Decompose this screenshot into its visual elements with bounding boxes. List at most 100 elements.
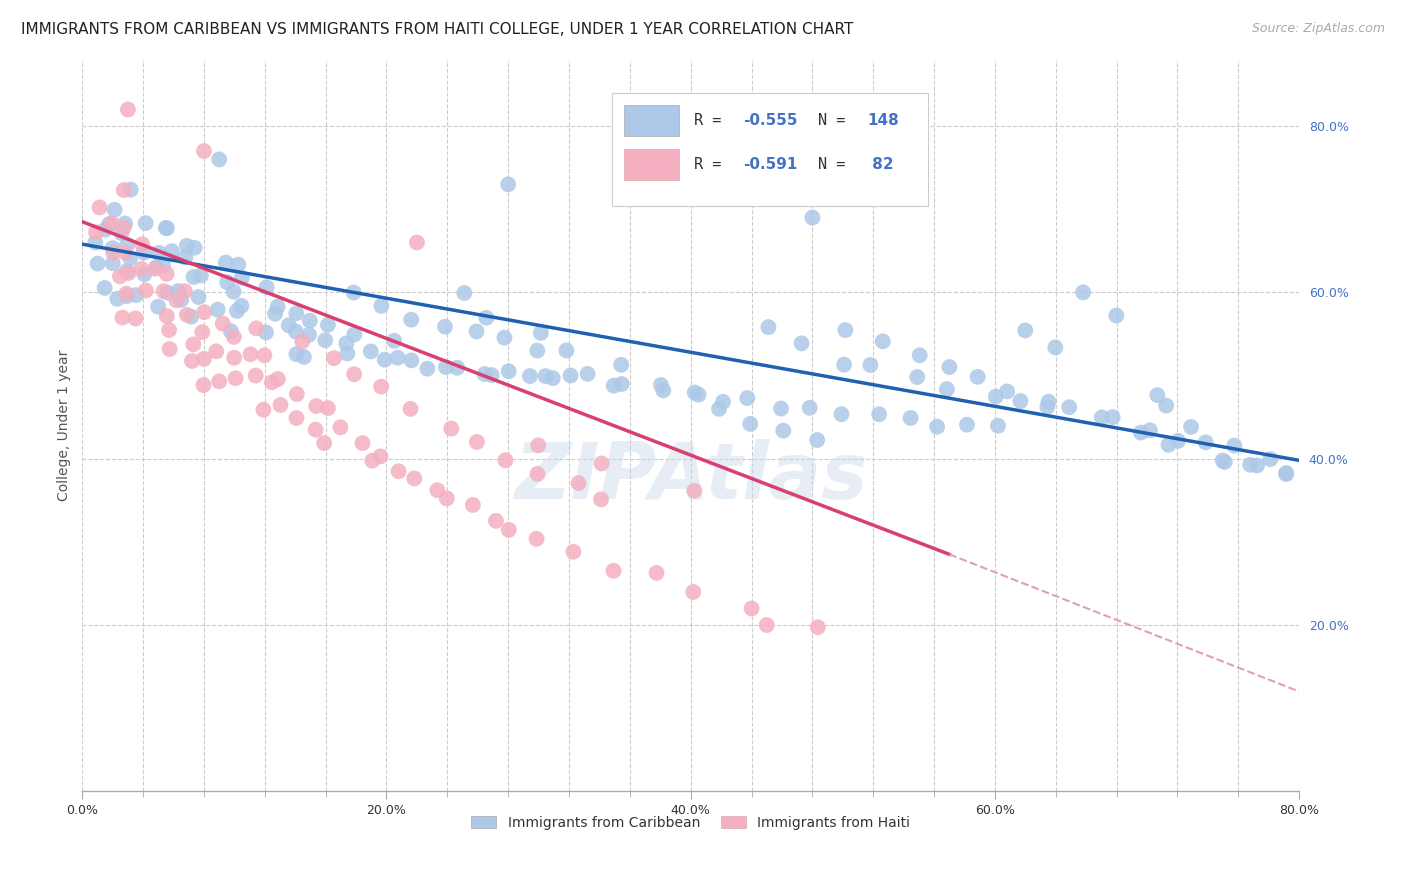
Point — [461, 498, 484, 512]
Point — [494, 331, 516, 345]
Point — [806, 433, 828, 447]
Point — [108, 269, 131, 284]
Point — [166, 293, 188, 308]
Point — [1038, 394, 1060, 409]
Point — [84, 225, 107, 239]
Point — [956, 417, 979, 432]
Point — [1223, 439, 1246, 453]
Point — [103, 202, 125, 217]
Point — [135, 216, 157, 230]
Point — [134, 268, 156, 282]
Point — [103, 245, 125, 260]
Point — [984, 390, 1007, 404]
Text: R =: R = — [695, 112, 731, 128]
Point — [84, 235, 107, 250]
Point — [374, 352, 396, 367]
Y-axis label: College, Under 1 year: College, Under 1 year — [58, 350, 72, 501]
Point — [711, 394, 734, 409]
Point — [737, 391, 759, 405]
Point — [304, 423, 326, 437]
Text: Source: ZipAtlas.com: Source: ZipAtlas.com — [1251, 22, 1385, 36]
Point — [1212, 453, 1234, 467]
Point — [453, 285, 475, 300]
Point — [1036, 400, 1059, 414]
Point — [145, 260, 167, 274]
Point — [1275, 466, 1298, 480]
Text: 82: 82 — [868, 157, 894, 172]
Point — [190, 268, 212, 283]
Point — [498, 364, 520, 378]
Point — [1139, 423, 1161, 437]
Point — [343, 327, 366, 342]
Point — [834, 323, 856, 337]
Point — [610, 376, 633, 391]
Point — [305, 399, 328, 413]
Point — [1154, 399, 1177, 413]
Point — [741, 601, 763, 615]
Text: ZIPAtlas: ZIPAtlas — [515, 439, 868, 515]
Point — [226, 258, 249, 272]
Point — [285, 306, 308, 320]
Point — [526, 467, 548, 481]
Point — [256, 280, 278, 294]
Point — [146, 300, 169, 314]
Point — [1180, 420, 1202, 434]
Point — [180, 310, 202, 324]
Point — [285, 387, 308, 401]
Point — [120, 251, 142, 265]
Point — [1246, 458, 1268, 473]
Point — [292, 350, 315, 364]
Point — [591, 457, 613, 471]
Point — [193, 305, 215, 319]
Point — [688, 387, 710, 401]
Point — [496, 178, 519, 192]
Text: 148: 148 — [868, 112, 898, 128]
Point — [416, 361, 439, 376]
Point — [269, 398, 291, 412]
Point — [900, 411, 922, 425]
Point — [1167, 434, 1189, 448]
Point — [159, 342, 181, 356]
Point — [436, 491, 458, 506]
Point — [530, 326, 553, 340]
Point — [1057, 401, 1080, 415]
Bar — [624, 105, 679, 136]
Point — [370, 450, 392, 464]
Point — [399, 312, 422, 326]
Point — [176, 308, 198, 322]
Point — [89, 201, 111, 215]
Point — [682, 585, 704, 599]
Point — [603, 378, 626, 392]
Point — [152, 284, 174, 298]
FancyBboxPatch shape — [612, 93, 928, 206]
Point — [264, 307, 287, 321]
Point — [226, 304, 249, 318]
Point — [652, 384, 675, 398]
Point — [115, 286, 138, 301]
Point — [474, 367, 496, 381]
Point — [323, 351, 346, 366]
Point — [830, 407, 852, 421]
Point — [832, 358, 855, 372]
Point — [905, 370, 928, 384]
Point — [1157, 438, 1180, 452]
Point — [370, 379, 392, 393]
Point — [316, 401, 339, 415]
Point — [401, 353, 423, 368]
Text: N =: N = — [818, 157, 855, 172]
Point — [152, 258, 174, 272]
Point — [187, 290, 209, 304]
Point — [115, 264, 138, 278]
Point — [343, 368, 366, 382]
Point — [86, 257, 108, 271]
Point — [222, 330, 245, 344]
Bar — [624, 149, 679, 179]
Point — [772, 424, 794, 438]
Point — [1129, 425, 1152, 440]
Point — [114, 216, 136, 230]
Point — [173, 284, 195, 298]
Point — [267, 372, 290, 386]
Point — [115, 237, 138, 252]
Point — [440, 422, 463, 436]
Point — [224, 351, 246, 365]
